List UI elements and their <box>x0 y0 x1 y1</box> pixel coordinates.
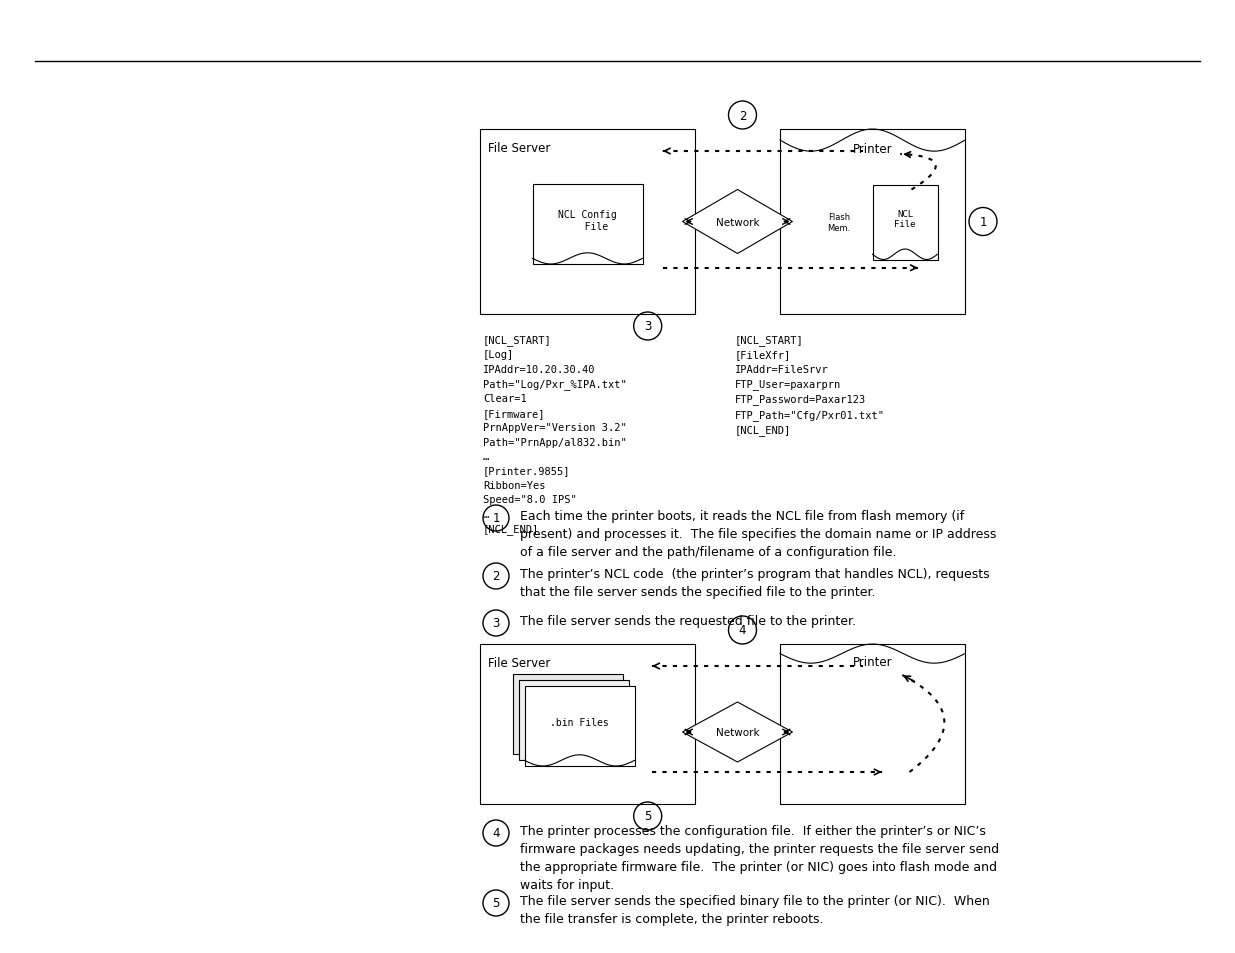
Text: The printer processes the configuration file.  If either the printer’s or NIC’s
: The printer processes the configuration … <box>520 824 999 891</box>
Text: 1: 1 <box>979 215 987 229</box>
Text: 5: 5 <box>643 810 651 822</box>
Text: 3: 3 <box>493 617 500 630</box>
Text: File Server: File Server <box>488 142 551 154</box>
Text: Network: Network <box>716 727 760 738</box>
FancyBboxPatch shape <box>519 680 629 760</box>
FancyBboxPatch shape <box>781 130 965 314</box>
Text: [NCL_START]
[Log]
IPAddr=10.20.30.40
Path="Log/Pxr_%IPA.txt"
Clear=1
[Firmware]
: [NCL_START] [Log] IPAddr=10.20.30.40 Pat… <box>483 335 626 535</box>
Polygon shape <box>683 702 793 762</box>
FancyBboxPatch shape <box>480 644 695 804</box>
FancyBboxPatch shape <box>525 686 635 766</box>
FancyBboxPatch shape <box>872 185 937 260</box>
Text: The file server sends the requested file to the printer.: The file server sends the requested file… <box>520 615 856 627</box>
Text: The file server sends the specified binary file to the printer (or NIC).  When
t: The file server sends the specified bina… <box>520 894 989 925</box>
Text: Printer: Printer <box>852 143 893 155</box>
Text: 2: 2 <box>739 110 746 122</box>
Text: NCL
File: NCL File <box>894 210 915 229</box>
Text: 3: 3 <box>643 320 651 334</box>
Text: The printer’s NCL code  (the printer’s program that handles NCL), requests
that : The printer’s NCL code (the printer’s pr… <box>520 567 989 598</box>
Text: Network: Network <box>716 217 760 227</box>
FancyBboxPatch shape <box>480 130 695 314</box>
Text: NCL Config
   File: NCL Config File <box>558 210 616 232</box>
Text: 4: 4 <box>739 624 746 637</box>
Text: File Server: File Server <box>488 657 551 669</box>
FancyBboxPatch shape <box>781 644 965 804</box>
Polygon shape <box>683 191 793 254</box>
Text: .bin Files: .bin Files <box>550 718 609 727</box>
Text: Printer: Printer <box>852 656 893 668</box>
FancyBboxPatch shape <box>513 675 622 754</box>
Text: 4: 4 <box>493 826 500 840</box>
Text: Flash
Mem.: Flash Mem. <box>827 213 851 233</box>
Text: 1: 1 <box>493 512 500 525</box>
Text: 5: 5 <box>493 897 500 909</box>
Text: 2: 2 <box>493 570 500 583</box>
FancyBboxPatch shape <box>532 185 642 265</box>
Text: Each time the printer boots, it reads the NCL file from flash memory (if
present: Each time the printer boots, it reads th… <box>520 510 997 558</box>
Text: [NCL_START]
[FileXfr]
IPAddr=FileSrvr
FTP_User=paxarprn
FTP_Password=Paxar123
FT: [NCL_START] [FileXfr] IPAddr=FileSrvr FT… <box>735 335 885 436</box>
